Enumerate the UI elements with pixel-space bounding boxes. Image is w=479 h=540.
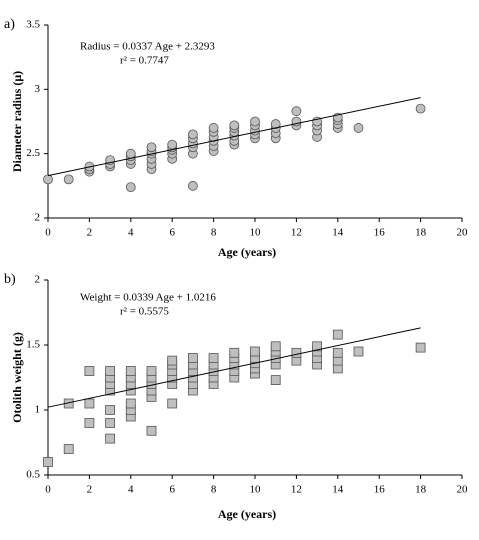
point: [105, 418, 115, 428]
x-tick-label: 18: [415, 484, 427, 496]
point: [146, 366, 157, 376]
y-tick-label: 1: [35, 404, 41, 416]
y-tick-label: 2: [35, 274, 41, 286]
point: [332, 329, 343, 340]
point: [208, 353, 219, 363]
point: [208, 123, 219, 133]
point: [125, 398, 136, 409]
point: [291, 106, 302, 117]
point: [415, 103, 426, 114]
point: [167, 139, 178, 150]
point: [353, 346, 364, 357]
equation: Weight = 0.0339 Age + 1.0216: [80, 292, 216, 304]
point: [43, 174, 53, 185]
point: [125, 366, 136, 376]
y-tick-label: 2.5: [26, 147, 40, 159]
point: [167, 355, 178, 366]
equation: r² = 0.7747: [120, 55, 169, 67]
x-tick-label: 10: [250, 227, 262, 239]
point: [270, 375, 281, 386]
point: [291, 347, 302, 358]
x-tick-label: 4: [128, 484, 134, 496]
point: [250, 116, 260, 127]
x-tick-label: 16: [374, 227, 386, 239]
point: [229, 120, 240, 131]
x-tick-label: 8: [211, 227, 217, 239]
point: [146, 142, 157, 153]
x-tick-label: 0: [45, 484, 51, 496]
point: [84, 398, 95, 409]
x-tick-label: 16: [374, 484, 386, 496]
x-axis-label: Age (years): [218, 245, 276, 259]
point: [63, 444, 74, 454]
point: [270, 341, 281, 352]
equation: Radius = 0.0337 Age + 2.3293: [80, 41, 215, 53]
trendline: [47, 327, 421, 408]
x-tick-label: 12: [291, 484, 302, 496]
x-tick-label: 14: [332, 484, 344, 496]
x-tick-label: 8: [211, 484, 217, 496]
point: [167, 398, 178, 409]
x-tick-label: 2: [87, 484, 93, 496]
point: [187, 353, 198, 363]
point: [229, 347, 240, 358]
x-tick-label: 20: [457, 227, 469, 239]
point: [332, 347, 343, 358]
y-tick-label: 0.5: [26, 469, 40, 481]
y-axis-label: Diameter radius (μ): [10, 71, 24, 172]
x-tick-label: 20: [457, 484, 469, 496]
equation: r² = 0.5575: [120, 306, 169, 318]
point: [187, 180, 198, 191]
panel-label: a): [4, 17, 15, 32]
point: [105, 433, 115, 444]
point: [353, 123, 364, 133]
point: [43, 457, 53, 467]
point: [84, 366, 95, 376]
x-tick-label: 12: [291, 227, 302, 239]
trendline: [47, 97, 421, 177]
point: [187, 129, 198, 140]
panel-label: b): [4, 272, 16, 287]
point: [84, 418, 95, 428]
x-tick-label: 2: [87, 227, 93, 239]
y-axis-label: Otolith weight (g): [10, 332, 24, 423]
point: [312, 341, 323, 352]
point: [270, 119, 281, 129]
point: [125, 182, 136, 193]
y-tick-label: 1.5: [26, 339, 40, 351]
x-tick-label: 6: [169, 484, 175, 496]
x-tick-label: 0: [45, 227, 51, 239]
point: [105, 366, 115, 376]
point: [63, 174, 74, 185]
y-tick-label: 2: [35, 212, 41, 224]
x-tick-label: 18: [415, 227, 427, 239]
x-axis-label: Age (years): [218, 507, 276, 521]
point: [250, 346, 260, 357]
point: [146, 425, 157, 436]
x-tick-label: 14: [332, 227, 344, 239]
x-tick-label: 6: [169, 227, 175, 239]
y-tick-label: 3: [35, 83, 41, 95]
point: [125, 148, 136, 159]
point: [415, 342, 426, 353]
x-tick-label: 10: [250, 484, 262, 496]
x-tick-label: 4: [128, 227, 134, 239]
point: [105, 405, 115, 415]
y-tick-label: 3.5: [26, 19, 40, 31]
